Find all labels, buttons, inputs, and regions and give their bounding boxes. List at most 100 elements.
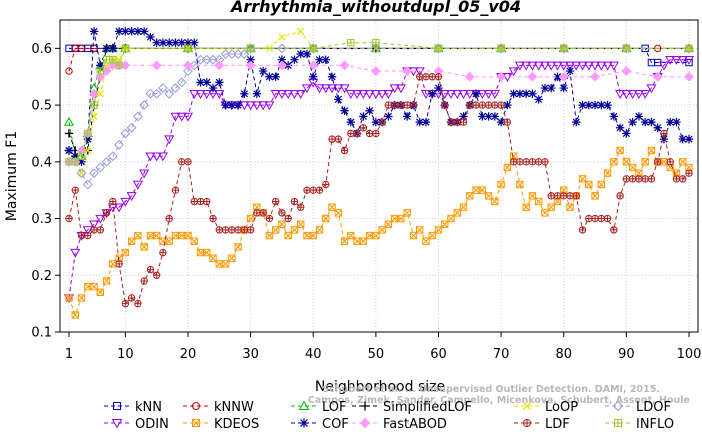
data-point [490,112,500,121]
data-point [320,84,331,94]
data-point [65,214,73,223]
data-point [453,209,461,217]
data-point [71,311,79,319]
data-point [347,129,355,138]
data-point [685,44,693,53]
data-point [572,192,580,200]
data-point [228,254,236,262]
data-point [523,402,531,410]
data-point [328,135,336,143]
data-point [371,117,381,127]
data-point [503,163,512,172]
data-point [522,203,530,211]
legend-label: SimplifiedLOF [383,400,472,415]
data-point [497,44,505,53]
data-point [395,84,406,94]
y-tick-label: 0.3 [31,212,52,227]
data-point [258,66,268,76]
data-point [508,67,519,77]
data-point [102,277,111,285]
data-point [315,186,324,194]
data-point [77,152,86,160]
data-point [640,117,650,127]
legend-label: kNN [135,400,162,415]
series-lof [63,43,695,160]
data-point [434,73,443,81]
data-point [552,61,563,71]
data-point [132,111,143,122]
data-point [134,299,142,308]
data-point [96,61,105,70]
data-point [384,112,393,121]
legend-label: LoOP [545,400,578,415]
data-point [234,243,242,251]
data-point [284,231,292,240]
data-point [521,61,532,71]
data-point [527,71,538,82]
y-tick-label: 0.4 [31,155,52,170]
x-tick-label: 50 [368,347,385,362]
data-point [534,95,543,104]
data-point [228,226,236,234]
data-point [610,226,618,234]
data-point [602,61,613,71]
data-point [107,151,118,162]
x-tick-label: 40 [305,347,322,362]
data-point [151,60,162,71]
data-point [271,72,280,81]
data-point [96,67,105,75]
data-point [347,231,355,240]
data-point [597,214,606,223]
legend-item-knnw: kNNW [183,400,254,415]
data-point [265,72,274,81]
data-point [322,214,330,223]
data-point [165,214,173,223]
data-point [246,55,255,64]
data-point [339,60,350,71]
x-tick-label: 80 [555,347,572,362]
data-point [83,134,92,144]
data-point [612,400,624,412]
data-point [370,90,381,99]
data-point [539,61,551,71]
data-point [184,158,192,166]
data-point [397,214,405,223]
series-line-ldf [68,76,690,305]
legend-label: KDEOS [214,417,259,432]
legend-item-ldof: LDOF [605,400,671,415]
data-point [89,27,99,36]
data-point [547,192,555,200]
data-point [240,89,249,98]
data-point [416,226,424,234]
data-point [471,89,481,98]
data-point [603,100,612,110]
x-tick-label: 100 [677,347,702,362]
data-point [615,90,626,99]
data-point [90,226,98,234]
data-point [389,84,400,94]
series-simplifiedlof [64,44,694,155]
data-point [585,180,593,189]
x-tick-label: 60 [430,347,447,362]
data-point [409,101,418,109]
data-point [459,112,468,121]
x-tick-label: 70 [493,347,510,362]
data-point [215,78,224,87]
data-point [308,60,319,71]
data-point [447,118,455,126]
data-point [684,71,694,82]
x-axis-label: Neighborhood size [315,379,445,395]
legend-label: COF [322,417,349,432]
data-point [76,168,87,179]
data-point [127,237,136,245]
data-point [679,175,687,183]
legend-item-kdeos: KDEOS [183,417,259,432]
data-point [146,265,155,274]
data-point [397,101,405,109]
data-point [610,158,618,166]
data-point [441,101,449,109]
data-point [641,158,649,166]
data-point [641,175,649,183]
data-point [322,180,330,189]
